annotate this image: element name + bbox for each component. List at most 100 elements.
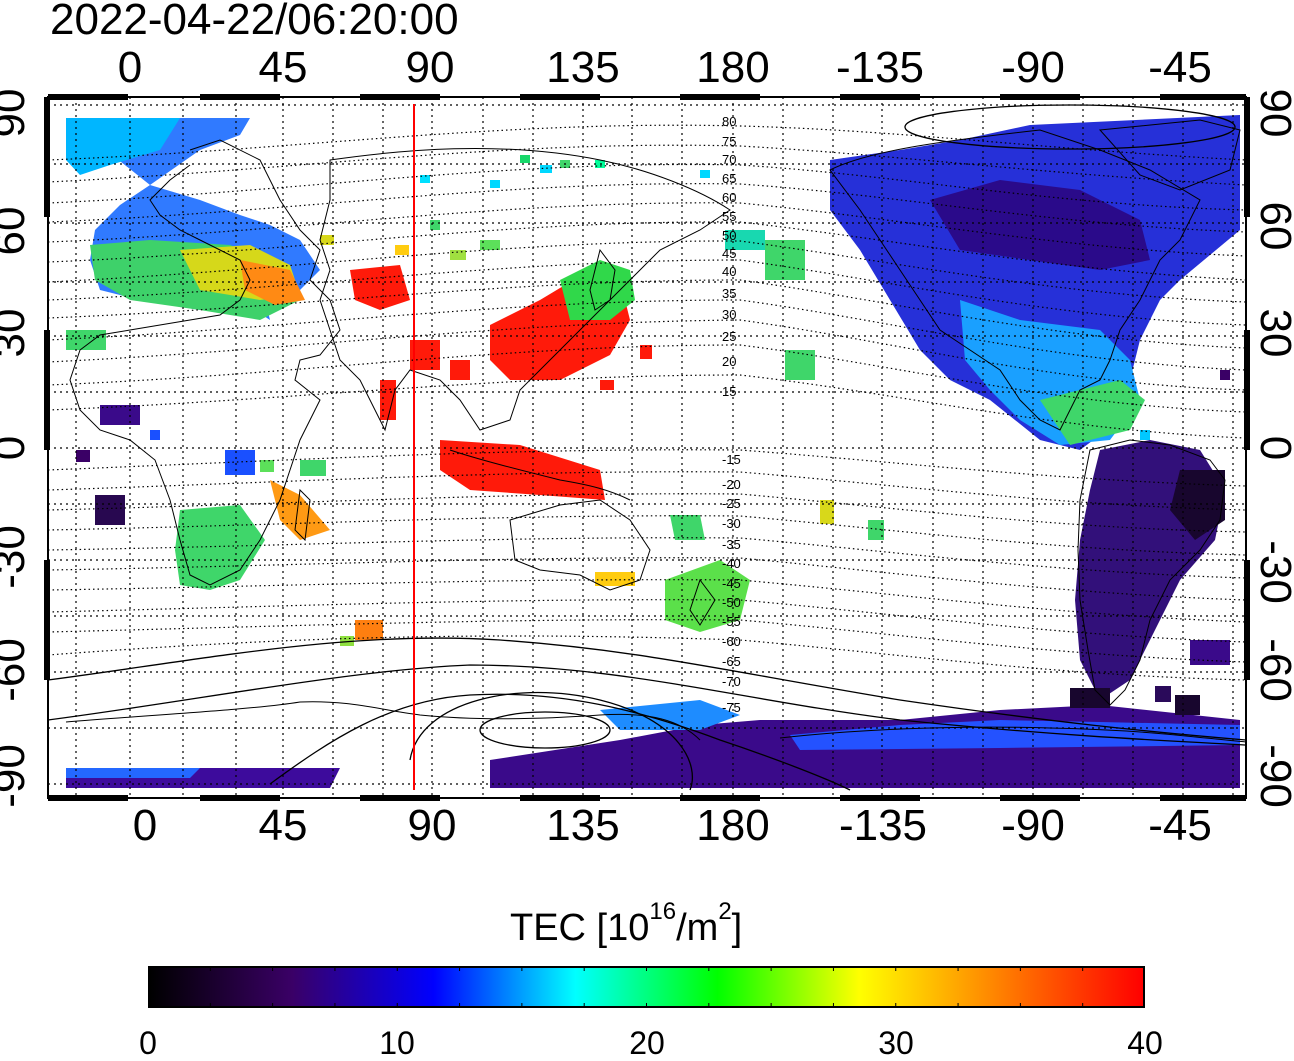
lat-tick-right: -90 [1251,744,1294,808]
graticule [48,97,1246,798]
colorbar-tick: 10 [379,1025,415,1061]
contour-label: 15 [722,384,736,399]
colorbar-title-exponent: 16 [649,898,677,925]
contour-label: 40 [722,264,736,279]
contour-label: 30 [722,307,736,322]
colorbar-tick: 40 [1127,1025,1163,1061]
colorbar-title: TEC [1016/m2] [510,900,743,952]
lat-tick-left: 90 [0,88,34,138]
contour-label: 70 [722,152,736,167]
contour-label: -55 [722,614,741,629]
contour-label: -70 [722,674,741,689]
colorbar-title-suffix: ] [731,907,743,949]
coast-nz [689,578,716,626]
tec-patch-sa-dark [1170,470,1225,540]
lat-tick-right: 0 [1251,436,1294,460]
contour-label: -15 [722,452,741,467]
contour-label: -35 [722,537,741,552]
coast-asia [319,147,731,432]
lat-tick-left: -60 [0,638,34,702]
contour-label: -25 [722,496,741,511]
lat-tick-right: -60 [1251,638,1294,702]
lon-tick-bottom: 180 [696,801,770,850]
contour-label: 80 [722,114,736,129]
coast-antarctica [65,701,1247,743]
tec-patch-north-cyan [66,118,180,175]
contour-label: -45 [722,576,741,591]
tec-patch-europe-hot [240,260,305,305]
contour-label: 20 [722,354,736,369]
colorbar-tick: 0 [139,1025,157,1061]
lon-tick-bottom: 0 [132,801,158,850]
lat-tick-right: 90 [1251,88,1294,138]
lon-tick-bottom: -90 [1001,801,1065,850]
tec-patch-nz [665,560,750,632]
lat-tick-right: 30 [1251,308,1294,358]
lat-tick-left: 60 [0,206,34,256]
tec-patch-africa-east [270,480,330,540]
colorbar-title-prefix: TEC [10 [510,907,650,949]
colorbar-title-unit: /m [676,907,719,949]
coastlines [65,119,1247,743]
coast-australia [509,499,651,591]
colorbar-minor-ticks [209,966,1084,1008]
colorbar-tick: 20 [629,1025,665,1061]
lon-tick-top: -135 [835,43,925,92]
lon-tick-top: -90 [1001,43,1065,92]
tec-patch-nz-small [670,515,705,540]
lon-tick-bottom: 135 [546,801,620,850]
tec-patch-antarctica-blue [600,700,740,730]
contour-label: 75 [722,134,736,149]
lat-tick-right: 60 [1251,201,1294,251]
lat-tick-left: 0 [0,436,34,460]
contour-label: -75 [722,700,741,715]
lat-tick-right: -30 [1251,540,1294,604]
magnetic-contours-solid [47,104,1247,791]
tec-patch-japan [560,260,635,320]
coast-madagascar [294,488,311,542]
coast-north-america [829,129,1201,431]
colorbar-title-unit-exponent: 2 [718,898,732,925]
coast-greenland [1098,119,1241,191]
contour-label: -20 [722,477,741,492]
magnetic-contours [47,124,1247,681]
contour-label: 45 [722,246,736,261]
lon-tick-top: 45 [258,43,308,92]
lon-tick-top: 135 [546,43,620,92]
contour-label: -50 [722,595,741,610]
contour-label: 65 [722,171,736,186]
lon-tick-bottom: -135 [838,801,928,850]
tec-patch-antarctica-left-blue [66,768,200,778]
contour-label: -65 [722,654,741,669]
lon-tick-top: 0 [117,43,143,92]
lon-tick-bottom: -45 [1148,801,1212,850]
contour-label: 35 [722,286,736,301]
contour-label: 50 [722,228,736,243]
contour-label: 60 [722,190,736,205]
lon-tick-top: 180 [696,43,770,92]
timestamp: 2022-04-22/06:20:00 [50,0,459,44]
lon-tick-top: 90 [405,43,455,92]
contour-label: -40 [722,556,741,571]
tec-patch-antarctica-right-blue [790,720,1240,750]
tec-patch-canada-dark [930,180,1150,270]
lon-tick-bars [44,94,1250,801]
contour-label: 55 [722,209,736,224]
contour-label: -60 [722,634,741,649]
coast-south-america [1077,439,1226,706]
lat-tick-left: 30 [0,308,34,358]
lon-tick-bottom: 45 [258,801,308,850]
contour-label: -30 [722,516,741,531]
tec-patch-north-america [830,115,1240,450]
coast-japan [589,248,616,311]
lat-tick-left: -30 [0,525,34,589]
coast-europe-africa [69,139,341,586]
contour-labels: 80 75 70 65 60 55 50 45 40 35 30 25 20 15 -15 -20 -25 -30… [722,114,741,715]
lon-tick-top: -45 [1148,43,1212,92]
contour-label: 25 [722,329,736,344]
colorbar-tick: 30 [878,1025,914,1061]
coast-indonesia [449,449,631,501]
lon-tick-bottom: 90 [407,801,457,850]
lat-tick-left: -90 [0,744,34,808]
